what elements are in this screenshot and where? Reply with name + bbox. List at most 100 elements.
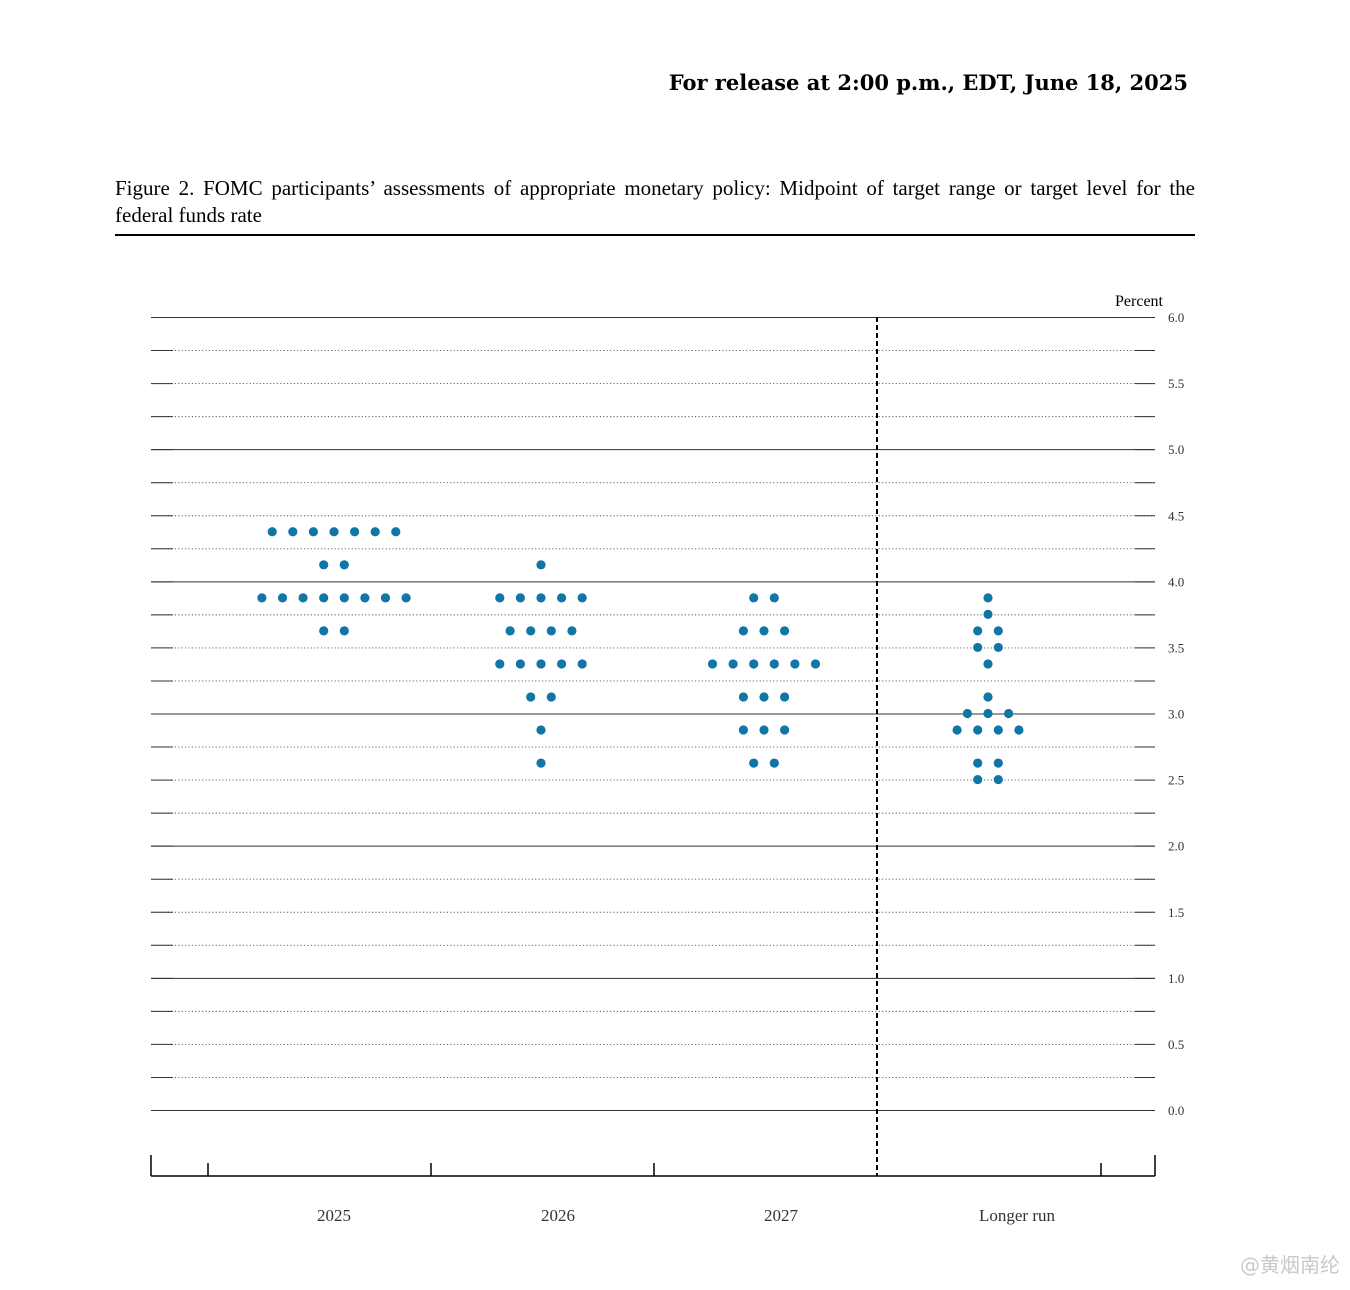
- participant-dot: [973, 758, 983, 768]
- participant-dot: [983, 692, 993, 702]
- y-tick-label: 1.5: [1168, 905, 1184, 920]
- x-category-label: 2027: [764, 1206, 799, 1225]
- participant-dot: [769, 758, 779, 768]
- y-tick-label: 3.5: [1168, 640, 1184, 655]
- participant-dot: [370, 527, 380, 537]
- participant-dot: [298, 593, 308, 603]
- participant-dot: [267, 527, 277, 537]
- y-tick-label: 5.0: [1168, 442, 1184, 457]
- x-category-label: Longer run: [979, 1206, 1056, 1225]
- x-axis: 2025 2026 2027 Longer run: [150, 317, 1156, 1225]
- participant-dot: [329, 527, 339, 537]
- participant-dot: [401, 593, 411, 603]
- participant-dot: [391, 527, 401, 537]
- participant-dot: [810, 659, 821, 669]
- y-axis-unit-label: Percent: [1115, 293, 1164, 310]
- participant-dot: [973, 774, 983, 785]
- participant-dot: [769, 593, 779, 603]
- participant-dot: [759, 725, 769, 735]
- participant-dot: [380, 593, 391, 603]
- participant-dot: [308, 527, 318, 537]
- participant-dot: [749, 593, 759, 603]
- participant-dot: [536, 593, 546, 603]
- y-tick-label: 6.0: [1168, 310, 1184, 325]
- participant-dot: [749, 758, 759, 768]
- participant-dot: [495, 593, 505, 603]
- participant-dot: [1004, 708, 1014, 719]
- x-category-label: 2026: [541, 1206, 575, 1225]
- participant-dot: [526, 626, 536, 636]
- participant-dot: [780, 725, 790, 735]
- participant-dot: [728, 659, 738, 669]
- participant-dot: [536, 758, 546, 768]
- participant-dot: [360, 593, 370, 603]
- participant-dot: [759, 692, 769, 702]
- participant-dot: [759, 626, 769, 636]
- participant-dot: [983, 593, 993, 603]
- participant-dot: [790, 659, 800, 669]
- participant-dot: [350, 527, 360, 537]
- figure-caption: Figure 2. FOMC participants’ assessments…: [115, 176, 1195, 227]
- y-tick-label: 4.0: [1168, 574, 1184, 589]
- participant-dot: [288, 527, 298, 537]
- y-tick-labels: 6.0 5.5 5.0 4.5 4.0 3.5 3.0 2.5 2.0 1.5 1.0 0.5 0.0: [1168, 310, 1184, 1118]
- participant-dot: [546, 692, 556, 702]
- caption-rule: [115, 234, 1195, 236]
- participant-dot: [993, 642, 1003, 653]
- participant-dot: [983, 659, 993, 669]
- participant-dot: [993, 725, 1003, 735]
- participant-dot: [962, 708, 973, 719]
- x-category-label: 2025: [317, 1206, 351, 1225]
- y-tick-label: 2.5: [1168, 773, 1184, 788]
- release-notice: For release at 2:00 p.m., EDT, June 18, …: [668, 70, 1188, 95]
- participant-dot: [557, 593, 567, 603]
- y-tick-label: 3.0: [1168, 707, 1184, 722]
- y-tick-label: 4.5: [1168, 508, 1184, 523]
- participant-dot: [515, 593, 526, 603]
- participant-dot: [952, 725, 962, 735]
- participant-dot: [993, 774, 1003, 785]
- participant-dot: [738, 692, 749, 702]
- participant-dot: [277, 593, 288, 603]
- participant-dot: [973, 725, 983, 735]
- participant-dot: [526, 692, 536, 702]
- participant-dot: [319, 593, 329, 603]
- participant-dot: [749, 659, 759, 669]
- participant-dot: [707, 659, 718, 669]
- participant-dot: [1014, 725, 1024, 735]
- participant-dot: [515, 659, 526, 669]
- participant-dot: [339, 626, 349, 636]
- participant-dot: [536, 725, 546, 735]
- participant-dot: [339, 593, 349, 603]
- participant-dot: [577, 593, 587, 603]
- participant-dot: [993, 758, 1003, 768]
- participant-dot: [319, 626, 329, 636]
- participant-dot: [567, 626, 577, 636]
- participant-dot: [546, 626, 556, 636]
- dots-layer: [257, 527, 1024, 785]
- participant-dot: [339, 560, 349, 570]
- watermark: @黄烟南纶: [1240, 1253, 1340, 1277]
- participant-dot: [780, 626, 790, 636]
- y-tick-label: 0.5: [1168, 1037, 1184, 1052]
- participant-dot: [993, 626, 1003, 636]
- participant-dot: [557, 659, 567, 669]
- y-tick-label: 5.5: [1168, 376, 1184, 391]
- y-tick-label: 0.0: [1168, 1103, 1184, 1118]
- participant-dot: [536, 560, 546, 570]
- grid-layer: [151, 317, 1155, 1111]
- participant-dot: [495, 659, 505, 669]
- participant-dot: [319, 560, 329, 570]
- participant-dot: [577, 659, 587, 669]
- participant-dot: [769, 659, 779, 669]
- participant-dot: [973, 642, 983, 653]
- participant-dot: [738, 626, 749, 636]
- y-tick-label: 1.0: [1168, 971, 1184, 986]
- participant-dot: [738, 725, 749, 735]
- participant-dot: [505, 626, 515, 636]
- participant-dot: [536, 659, 546, 669]
- participant-dot: [257, 593, 267, 603]
- participant-dot: [780, 692, 790, 702]
- participant-dot: [983, 609, 993, 619]
